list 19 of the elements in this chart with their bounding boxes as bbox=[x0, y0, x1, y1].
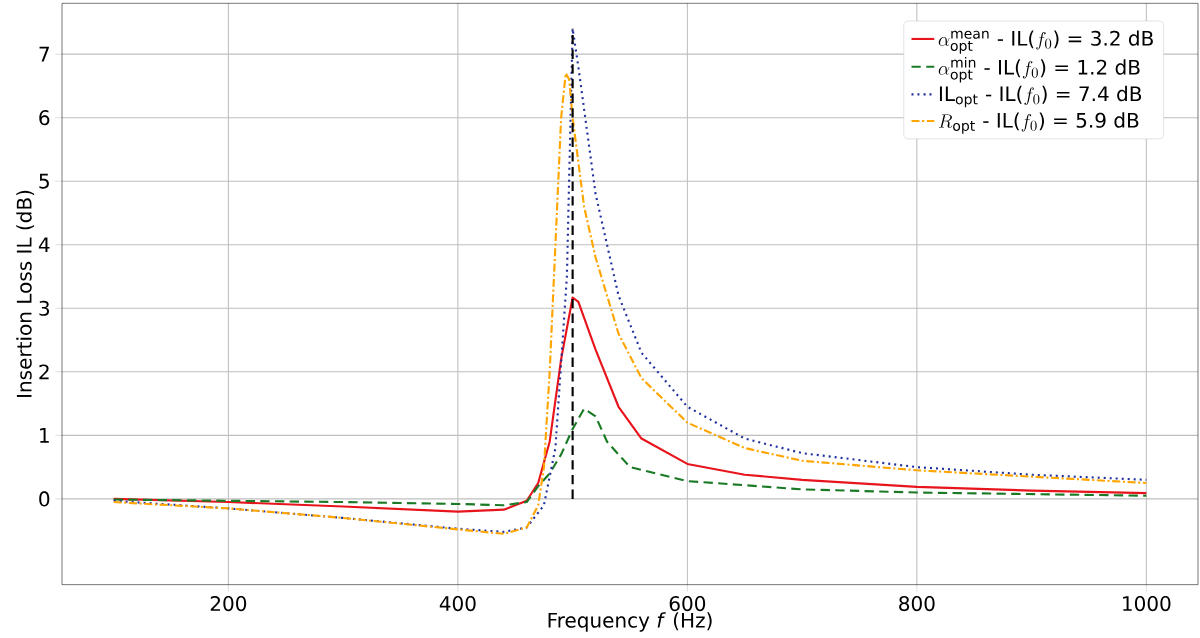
y-tick-label: 5 bbox=[39, 173, 49, 189]
x-tick-label: 400 bbox=[439, 596, 476, 612]
legend-label: $R_{\mathrm{opt}}\mbox{ - IL(}f_0\mbox{) = 5.9 dB}$ bbox=[938, 112, 1139, 134]
x-tick-label: 600 bbox=[669, 596, 706, 612]
y-tick-label: 4 bbox=[38, 237, 50, 253]
x-tick-label: 800 bbox=[899, 596, 935, 612]
y-tick-label: 7 bbox=[39, 46, 49, 62]
x-axis-title: Frequency f (Hz) bbox=[548, 612, 712, 632]
y-tick-label: 2 bbox=[39, 364, 49, 380]
y-tick-label: 3 bbox=[39, 300, 50, 316]
legend-label: $\alpha_{\mathrm{opt}}^{\mathrm{min}}\mbox{ - IL(}f_0\mbox{) = 1.2 dB}$ bbox=[938, 56, 1140, 83]
legend-label: $\mbox{IL}_{\mathrm{opt}}\mbox{ - IL(}f_0\mbox{) = 7.4 dB}$ bbox=[939, 85, 1142, 108]
x-tick-label: 200 bbox=[210, 596, 247, 612]
y-tick-label: 1 bbox=[40, 428, 49, 443]
y-tick-label: 0 bbox=[39, 491, 50, 507]
x-tick-label: 1000 bbox=[1123, 596, 1171, 612]
y-axis-title: Insertion Loss IL (dB) bbox=[16, 190, 35, 397]
legend-label: $\alpha_{\mathrm{opt}}^{\mathrm{mean}}\mbox{ - IL(}f_0\mbox{) = 3.2 dB}$ bbox=[938, 30, 1153, 54]
y-tick-label: 6 bbox=[39, 110, 50, 126]
